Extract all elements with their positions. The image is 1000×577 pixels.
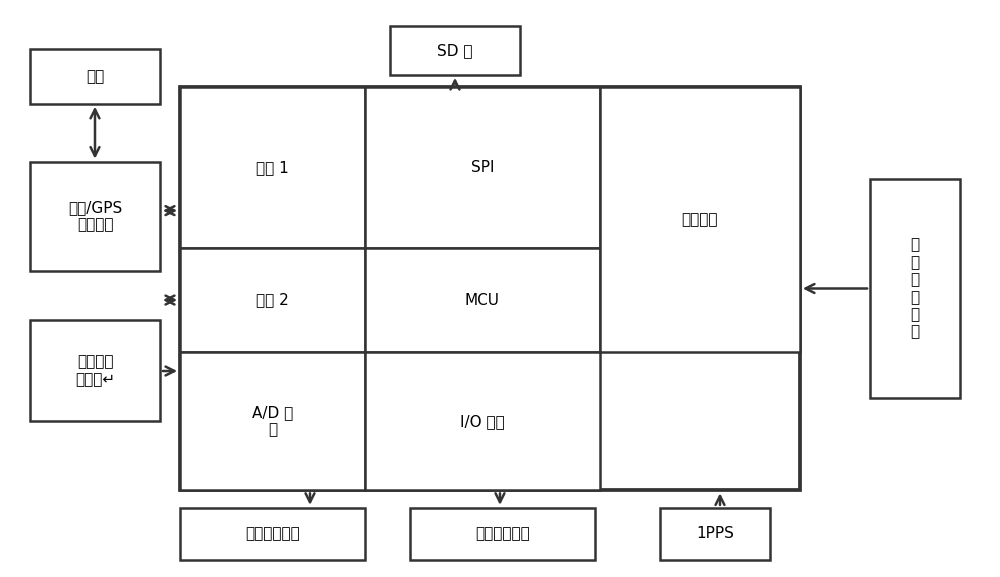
Text: I/O 接口: I/O 接口 [460, 414, 505, 429]
Bar [870, 179, 960, 398]
Bar [30, 162, 160, 271]
Bar [180, 352, 365, 490]
Bar [180, 248, 365, 352]
Text: MCU: MCU [465, 293, 500, 308]
Text: 1PPS: 1PPS [696, 526, 734, 541]
Bar [660, 508, 770, 560]
Text: 电
源
供
电
模
块: 电 源 供 电 模 块 [910, 238, 920, 339]
Bar [30, 49, 160, 104]
Text: 串口 2: 串口 2 [256, 293, 289, 308]
Bar [180, 87, 365, 248]
Bar [410, 508, 595, 560]
Bar [365, 248, 600, 352]
Text: 天线: 天线 [86, 69, 104, 84]
Text: 输出控制信号: 输出控制信号 [245, 526, 300, 541]
Text: 显示操作界面: 显示操作界面 [475, 526, 530, 541]
Text: SD 卡: SD 卡 [437, 43, 473, 58]
Text: 串口 1: 串口 1 [256, 160, 289, 175]
Text: 温湿度信
息采集↵: 温湿度信 息采集↵ [75, 354, 115, 387]
Bar [180, 87, 800, 490]
Bar [180, 508, 365, 560]
Text: 电源模块: 电源模块 [682, 212, 718, 227]
Text: SPI: SPI [471, 160, 494, 175]
Bar [30, 320, 160, 421]
Bar [600, 87, 800, 352]
Bar [390, 26, 520, 75]
Bar [365, 352, 600, 490]
Text: 北斗/GPS
接收模块: 北斗/GPS 接收模块 [68, 200, 122, 233]
Bar [365, 87, 600, 248]
Text: A/D 转
换: A/D 转 换 [252, 405, 293, 437]
